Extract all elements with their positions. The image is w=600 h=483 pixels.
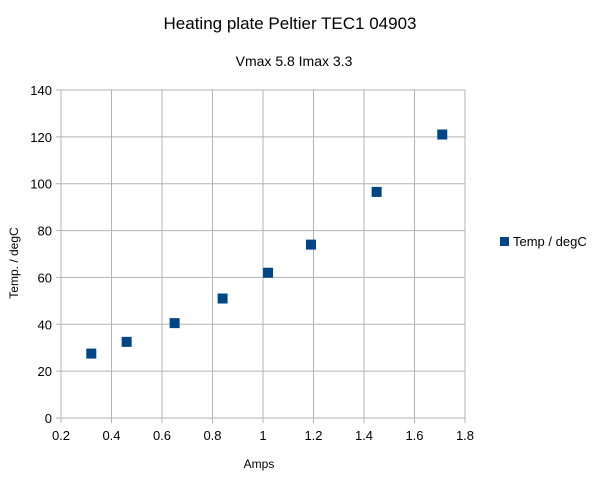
legend-label: Temp / degC — [513, 234, 587, 249]
x-tick-labels: 0.2 0.4 0.6 0.8 1 1.2 1.4 1.6 1.8 — [52, 428, 474, 443]
y-tick-label: 120 — [30, 130, 52, 145]
grid-lines — [60, 89, 466, 419]
x-tick-label: 0.8 — [203, 428, 221, 443]
x-tick-label: 0.2 — [52, 428, 70, 443]
x-tick-label: 1.6 — [405, 428, 423, 443]
y-tick-labels: 0 20 40 60 80 100 120 140 — [30, 83, 52, 426]
data-point — [263, 267, 274, 278]
y-axis-label: Temp. / degC — [7, 227, 21, 299]
plot-frame — [60, 89, 466, 419]
data-point — [169, 318, 180, 329]
y-tick-label: 80 — [38, 224, 52, 239]
x-tick-label: 1.8 — [456, 428, 474, 443]
data-point — [121, 336, 132, 347]
data-points — [86, 129, 448, 359]
legend-swatch — [500, 237, 509, 246]
chart-title: Heating plate Peltier TEC1 04903 — [164, 14, 417, 33]
y-tick-label: 100 — [30, 177, 52, 192]
data-point — [305, 239, 316, 250]
x-tick-label: 0.4 — [102, 428, 120, 443]
data-point — [217, 293, 228, 304]
y-tick-label: 140 — [30, 83, 52, 98]
y-tick-label: 60 — [38, 270, 52, 285]
x-axis-label: Amps — [244, 457, 275, 471]
x-tick-label: 1 — [259, 428, 266, 443]
legend: Temp / degC — [500, 234, 587, 249]
y-tick-label: 40 — [38, 317, 52, 332]
x-tick-label: 0.6 — [153, 428, 171, 443]
data-point — [371, 186, 382, 197]
chart-subtitle: Vmax 5.8 Imax 3.3 — [236, 53, 353, 69]
y-tick-label: 0 — [45, 411, 52, 426]
data-point — [86, 348, 97, 359]
axes — [56, 89, 466, 423]
x-tick-label: 1.4 — [355, 428, 373, 443]
y-tick-label: 20 — [38, 364, 52, 379]
data-point — [437, 129, 448, 140]
x-tick-label: 1.2 — [304, 428, 322, 443]
